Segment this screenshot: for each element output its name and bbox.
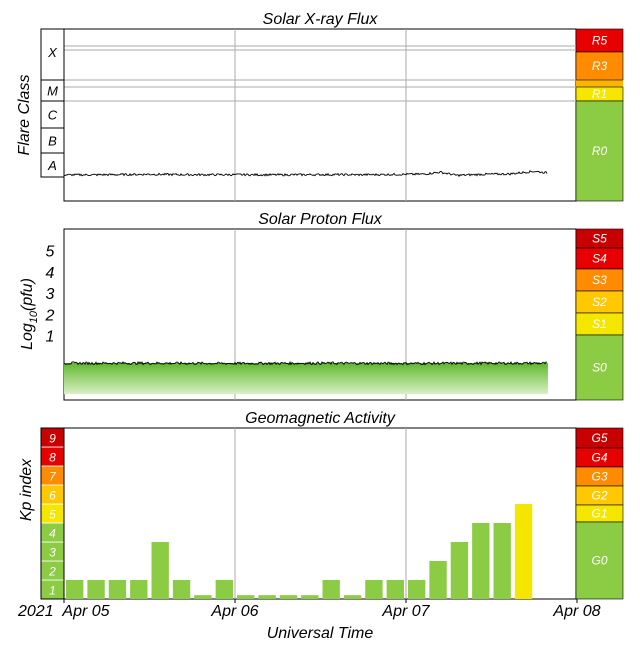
- kp-bar: [172, 580, 191, 599]
- flare-class-label-c: C: [48, 108, 58, 123]
- flare-class-label-b: B: [48, 134, 57, 149]
- kp-bar: [514, 504, 533, 599]
- proton-ylabel-main: Log: [19, 323, 36, 350]
- scale-label-g5: G5: [591, 431, 607, 445]
- x-axis-label: Universal Time: [267, 625, 374, 642]
- scale-label-s0: S0: [592, 361, 607, 375]
- panel-title-2: Geomagnetic Activity: [245, 410, 396, 427]
- kp-level-label-6: 6: [49, 489, 56, 503]
- proton-fill: [64, 363, 548, 394]
- kp-level-column: [40, 427, 65, 600]
- kp-bar: [66, 580, 84, 599]
- proton-flux-line: [63, 360, 548, 366]
- kp-bar: [450, 542, 469, 599]
- scale-label-r5: R5: [592, 34, 608, 48]
- x-tick-label-0: Apr 05: [61, 603, 109, 620]
- kp-level-label-9: 9: [49, 432, 56, 446]
- scale-label-s3: S3: [592, 273, 607, 287]
- kp-bar: [322, 580, 340, 599]
- kp-level-label-2: 2: [48, 565, 56, 579]
- kp-bar: [87, 580, 105, 599]
- proton-ytick-3: 3: [46, 286, 55, 303]
- proton-flux-series: [63, 360, 548, 394]
- kp-ylabel: Kp index: [18, 458, 35, 521]
- proton-ylabel: Log10(pfu): [19, 278, 40, 350]
- kp-bar: [429, 561, 447, 599]
- kp-level-label-8: 8: [49, 451, 56, 465]
- kp-bar: [194, 595, 212, 599]
- kp-bars: [66, 504, 533, 599]
- scale-label-s1: S1: [592, 317, 607, 331]
- proton-ytick-1: 1: [46, 329, 55, 346]
- panel-frame-2: [63, 427, 577, 600]
- kp-level-label-4: 4: [49, 527, 56, 541]
- xray-flux-line: [64, 169, 548, 178]
- kp-bar: [215, 580, 233, 599]
- flare-class-label-a: A: [47, 158, 57, 173]
- scale-label-g4: G4: [591, 451, 607, 465]
- proton-ytick-5: 5: [46, 244, 55, 261]
- scale-band-g0: [575, 521, 624, 600]
- flare-class-label-x: X: [47, 45, 58, 60]
- scale-label-r1: R1: [592, 87, 607, 101]
- scale-label-g3: G3: [591, 470, 607, 484]
- panel-frame-0: [63, 28, 577, 202]
- kp-bar: [108, 580, 127, 599]
- xray-ylabel: Flare Class: [16, 75, 33, 156]
- proton-ytick-4: 4: [46, 265, 55, 282]
- proton-ylabel-sub: 10: [28, 310, 40, 323]
- flare-class-label-m: M: [47, 84, 58, 99]
- kp-bar: [237, 595, 255, 599]
- kp-level-label-7: 7: [49, 470, 57, 484]
- scale-label-s2: S2: [592, 295, 607, 309]
- year-label: 2021: [17, 603, 54, 620]
- kp-bar: [408, 580, 426, 599]
- kp-level-label-1: 1: [49, 584, 56, 598]
- kp-bar: [130, 580, 148, 599]
- x-tick-label-1: Apr 06: [210, 603, 258, 620]
- x-tick-label-3: Apr 08: [552, 603, 600, 620]
- scale-band-s0: [575, 334, 624, 401]
- scale-label-r3: R3: [592, 59, 608, 73]
- proton-ytick-2: 2: [45, 307, 55, 324]
- kp-bar: [365, 580, 383, 599]
- kp-bar: [301, 595, 319, 599]
- kp-bar: [493, 523, 511, 599]
- kp-level-label-3: 3: [49, 546, 56, 560]
- scale-label-g0: G0: [591, 554, 607, 568]
- kp-bar: [258, 595, 276, 599]
- kp-level-label-5: 5: [49, 508, 56, 522]
- xray-flux-series: [63, 169, 548, 190]
- scale-label-s4: S4: [592, 252, 607, 266]
- kp-bar: [151, 542, 169, 599]
- scale-band-r0: [575, 100, 624, 202]
- kp-bar: [279, 595, 298, 599]
- scale-label-g2: G2: [591, 489, 607, 503]
- panel-title-1: Solar Proton Flux: [258, 211, 383, 228]
- kp-bar: [472, 523, 490, 599]
- scale-gap-band: [576, 80, 623, 87]
- scale-band-r3: [575, 51, 624, 81]
- scale-label-r0: R0: [592, 144, 608, 158]
- x-tick-label-2: Apr 07: [381, 603, 430, 620]
- kp-bar: [386, 580, 404, 599]
- scale-label-g1: G1: [591, 507, 607, 521]
- panel-title-0: Solar X-ray Flux: [263, 11, 379, 28]
- proton-ylabel-tail: (pfu): [19, 278, 36, 311]
- kp-bar: [343, 595, 362, 599]
- scale-label-s5: S5: [592, 232, 607, 246]
